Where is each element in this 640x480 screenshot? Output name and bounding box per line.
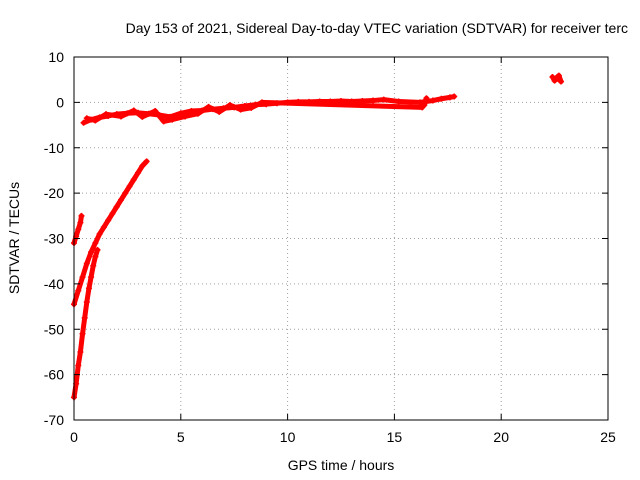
data-point: [421, 102, 428, 109]
y-tick-label: -60: [44, 367, 64, 383]
x-axis-label: GPS time / hours: [288, 457, 395, 473]
data-point: [451, 93, 458, 100]
y-tick-label: -30: [44, 231, 64, 247]
data-point: [555, 75, 562, 82]
x-tick-label: 15: [387, 429, 403, 445]
y-tick-label: -50: [44, 321, 64, 337]
data-point: [143, 158, 150, 165]
data-band-segment: [259, 99, 425, 110]
chart-title: Day 153 of 2021, Sidereal Day-to-day VTE…: [126, 20, 628, 36]
x-tick-label: 20: [493, 429, 509, 445]
data-band-segment: [77, 331, 86, 355]
y-tick-label: 0: [56, 94, 64, 110]
x-tick-label: 5: [177, 429, 185, 445]
data-band-segment: [396, 98, 423, 105]
y-tick-label: -20: [44, 185, 64, 201]
grid-layer: [74, 57, 608, 420]
data-point: [78, 212, 85, 219]
y-axis-label: SDTVAR / TECUs: [6, 182, 22, 294]
tick-layer: 0 5 10 15 20 25 -70 -60 -50 -40 -30 -20 -10 0 10: [44, 49, 616, 445]
data-point: [94, 246, 101, 253]
data-layer: [71, 72, 565, 401]
x-tick-label: 10: [280, 429, 296, 445]
y-tick-label: -70: [44, 412, 64, 428]
x-tick-label: 0: [70, 429, 78, 445]
x-tick-label: 25: [600, 429, 616, 445]
y-tick-label: -40: [44, 276, 64, 292]
y-tick-label: 10: [48, 49, 64, 65]
y-tick-label: -10: [44, 140, 64, 156]
